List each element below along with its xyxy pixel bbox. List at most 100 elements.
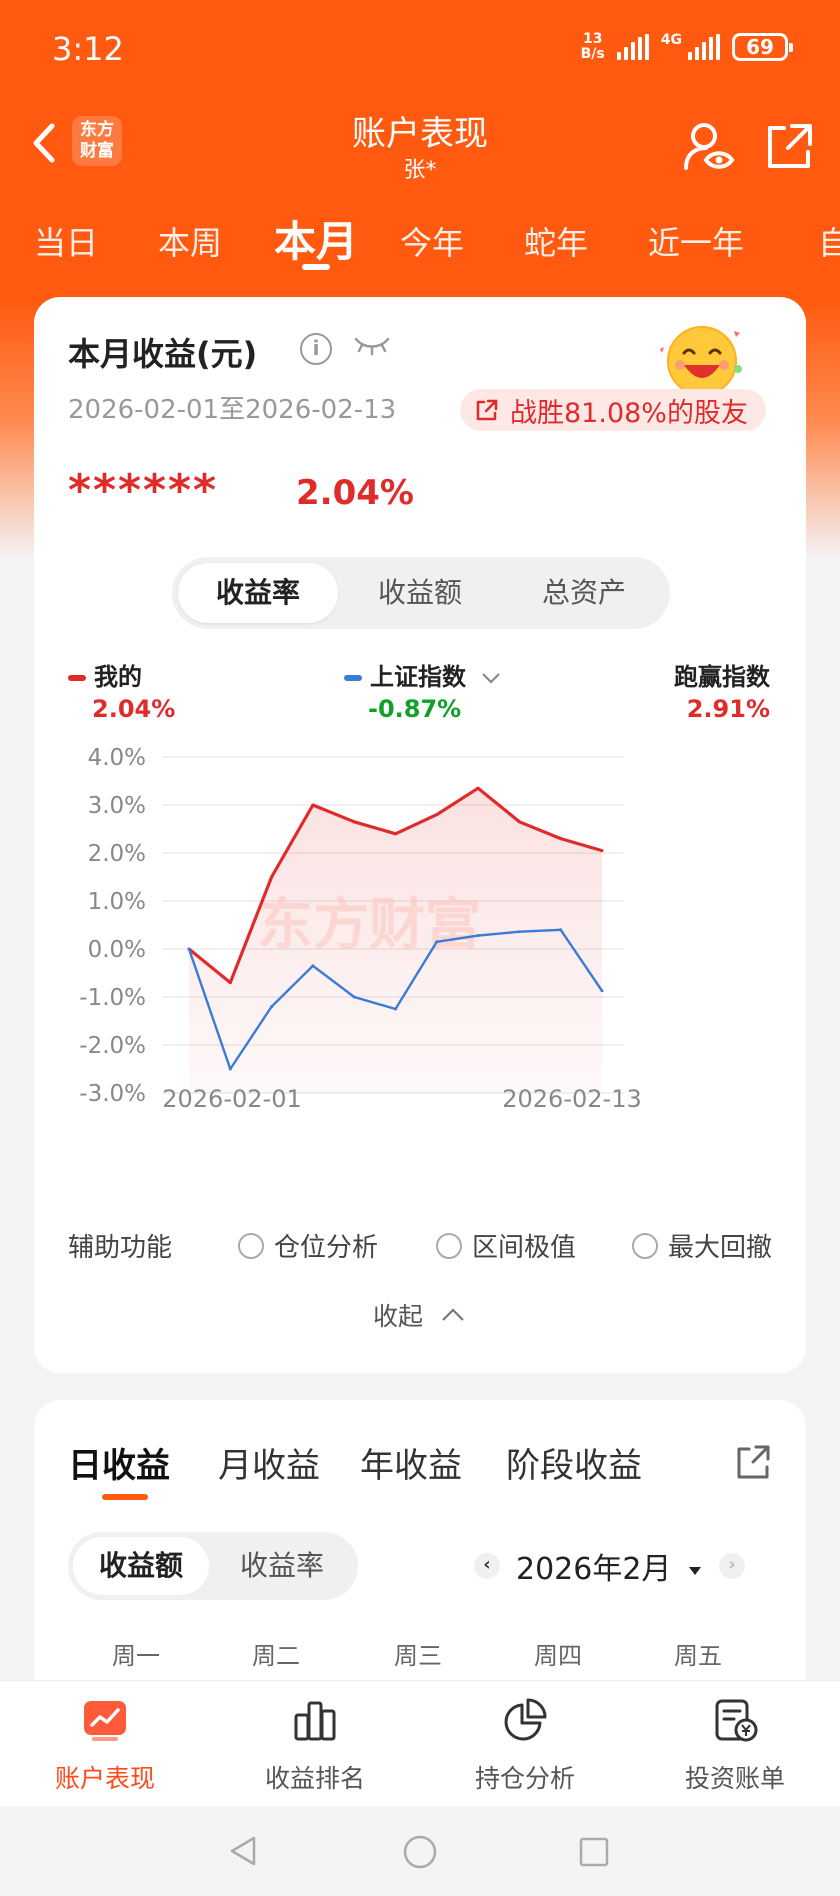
privacy-user-icon[interactable] [680,118,736,174]
radio-icon [436,1232,462,1259]
data-point [352,995,356,999]
brand-logo: 东方 财富 [72,116,122,166]
data-point [270,875,274,879]
tab-last-year[interactable]: 近一年 [648,224,745,262]
weekday-label: 周三 [394,1642,442,1670]
active-subtab-indicator [102,1494,148,1500]
weekday-label: 周四 [534,1642,582,1670]
legend-mine: 我的 [68,657,142,692]
option-max-drawdown[interactable]: 最大回撤 [632,1227,772,1264]
nav-investment-bill[interactable]: 投资账单 [630,1697,840,1795]
beat-peers-badge[interactable]: 战胜81.08%的股友 [460,389,766,431]
battery-icon: 69 [732,33,793,61]
eye-closed-icon[interactable] [352,333,392,357]
share-small-icon [476,399,498,421]
legend-index-selector[interactable]: 上证指数 [344,657,502,692]
bill-icon [715,1699,758,1742]
data-point [476,934,480,938]
data-point [559,928,563,932]
segment-total-assets[interactable]: 总资产 [541,576,626,609]
nav-holdings-analysis[interactable]: 持仓分析 [420,1697,630,1795]
tab-daily-earnings[interactable]: 日收益 [68,1446,170,1486]
y-tick-label: 3.0% [88,793,146,819]
option-range-extremes[interactable]: 区间极值 [436,1227,576,1264]
status-time: 3:12 [52,30,124,68]
data-point [228,981,232,985]
data-point [559,837,563,841]
x-tick-label: 2026-02-01 [162,1085,301,1113]
tab-today[interactable]: 当日 [34,224,99,262]
export-icon[interactable] [734,1442,774,1482]
tab-year[interactable]: 今年 [400,224,465,262]
info-icon[interactable]: i [300,333,332,365]
period-tabs: 当日 本周 本月 今年 蛇年 近一年 自 [0,200,840,280]
series-area-0 [189,788,602,1093]
bottom-nav: 账户表现 收益排名 持仓分析 投资账单 [0,1680,840,1806]
share-icon[interactable] [762,118,818,174]
nav-account-performance[interactable]: 账户表现 [0,1697,210,1795]
tab-stage-earnings[interactable]: 阶段收益 [506,1446,642,1486]
radio-icon [632,1232,658,1259]
network-type: 4G [660,32,682,48]
earnings-card: 日收益 月收益 年收益 阶段收益 收益额 收益率 ‹ 2026年2月 › 周一 … [34,1400,806,1700]
net-speed: 13 B/s [580,31,605,62]
legend-value-outperform: 2.91% [686,695,770,723]
nav-header: 东方 财富 账户表现 张* [0,100,840,200]
data-point [435,940,439,944]
nav-earnings-ranking[interactable]: 收益排名 [210,1697,420,1795]
date-range: 2026-02-01至2026-02-13 [68,395,397,425]
metric-segment: 收益率 收益额 总资产 [172,557,670,629]
tab-custom[interactable]: 自 [818,224,840,262]
legend-outperform: 跑赢指数 [674,663,770,691]
system-recents-icon[interactable] [578,1836,610,1868]
segment-earnings-rate[interactable]: 收益率 [239,1549,324,1582]
data-point [311,803,315,807]
y-tick-label: 0.0% [88,937,146,963]
hidden-amount: ****** [68,465,219,516]
legend-value-mine: 2.04% [92,695,176,723]
system-home-icon[interactable] [402,1834,438,1870]
data-point [394,832,397,836]
x-tick-label: 2026-02-13 [502,1085,641,1113]
tab-yearly-earnings[interactable]: 年收益 [360,1446,462,1486]
aux-label: 辅助功能 [68,1233,173,1263]
data-point [187,947,191,951]
month-label[interactable]: 2026年2月 [516,1544,703,1588]
data-point [394,1007,397,1011]
collapse-button[interactable]: 收起 [34,1297,806,1333]
wifi-signal-icon [616,34,649,60]
legend-dot-index [344,675,362,681]
account-name: 张* [403,158,437,183]
prev-month-button[interactable]: ‹ [474,1553,500,1579]
data-point [600,849,604,853]
status-icons: 13 B/s 4G 69 [580,31,793,62]
data-point [270,1005,274,1009]
data-point [435,813,439,817]
system-back-icon[interactable] [226,1834,260,1868]
segment-return-rate[interactable]: 收益率 [178,563,338,623]
status-bar: 3:12 13 B/s 4G 69 [0,0,840,100]
data-point [476,786,480,790]
return-line-chart[interactable]: 4.0%3.0%2.0%1.0%0.0%-1.0%-2.0%-3.0%东方财富2… [34,737,806,1117]
back-arrow-icon[interactable] [26,118,66,168]
page-title: 账户表现 [352,114,488,154]
y-tick-label: 1.0% [88,889,146,915]
option-position-analysis[interactable]: 仓位分析 [238,1227,378,1264]
data-point [517,820,521,824]
tab-monthly-earnings[interactable]: 月收益 [218,1446,320,1486]
ranking-bars-icon [294,1701,336,1741]
system-navigation-bar [0,1806,840,1896]
tab-week[interactable]: 本周 [158,224,223,262]
happy-face-icon [660,326,742,396]
y-tick-label: 4.0% [88,745,146,771]
y-tick-label: -3.0% [79,1081,146,1107]
cell-signal-icon [688,34,720,60]
segment-return-amount[interactable]: 收益额 [377,576,462,609]
weekday-label: 周二 [252,1642,300,1670]
tab-month[interactable]: 本月 [274,217,359,266]
next-month-button[interactable]: › [718,1553,745,1579]
weekday-label: 周五 [674,1642,722,1670]
segment-earnings-amount[interactable]: 收益额 [73,1537,209,1595]
data-point [311,964,315,968]
tab-snake-year[interactable]: 蛇年 [524,224,589,262]
